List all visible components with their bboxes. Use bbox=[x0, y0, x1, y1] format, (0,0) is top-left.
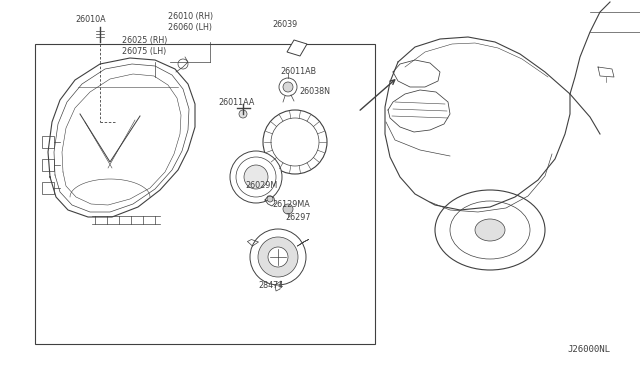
Circle shape bbox=[244, 165, 268, 189]
Circle shape bbox=[258, 237, 298, 277]
Circle shape bbox=[267, 196, 273, 202]
Bar bbox=[42, 159, 54, 171]
Text: 26010A: 26010A bbox=[75, 15, 106, 24]
Ellipse shape bbox=[450, 201, 530, 259]
Text: 26025 (RH)
26075 (LH): 26025 (RH) 26075 (LH) bbox=[122, 36, 168, 56]
Circle shape bbox=[279, 78, 297, 96]
Circle shape bbox=[230, 151, 282, 203]
Text: 26029M: 26029M bbox=[245, 181, 277, 190]
Circle shape bbox=[268, 247, 288, 267]
Circle shape bbox=[236, 157, 276, 197]
Text: 26011AA: 26011AA bbox=[218, 98, 254, 107]
Circle shape bbox=[283, 204, 293, 214]
Text: 26297: 26297 bbox=[285, 213, 310, 222]
Text: 28474: 28474 bbox=[258, 281, 284, 290]
Circle shape bbox=[178, 59, 188, 69]
Circle shape bbox=[283, 82, 293, 92]
Text: J26000NL: J26000NL bbox=[567, 345, 610, 354]
Circle shape bbox=[250, 229, 306, 285]
Bar bbox=[42, 136, 54, 148]
Bar bbox=[42, 182, 54, 194]
Text: 26129MA: 26129MA bbox=[272, 200, 310, 209]
Polygon shape bbox=[287, 40, 307, 56]
Text: 26011AB: 26011AB bbox=[280, 67, 316, 76]
Ellipse shape bbox=[435, 190, 545, 270]
Ellipse shape bbox=[475, 219, 505, 241]
Circle shape bbox=[271, 118, 319, 166]
Text: 26039: 26039 bbox=[272, 20, 297, 29]
Circle shape bbox=[239, 110, 247, 118]
Bar bbox=[35, 44, 375, 344]
Text: 26010 (RH)
26060 (LH): 26010 (RH) 26060 (LH) bbox=[168, 12, 213, 32]
Text: 26038N: 26038N bbox=[299, 87, 330, 96]
Circle shape bbox=[263, 110, 327, 174]
